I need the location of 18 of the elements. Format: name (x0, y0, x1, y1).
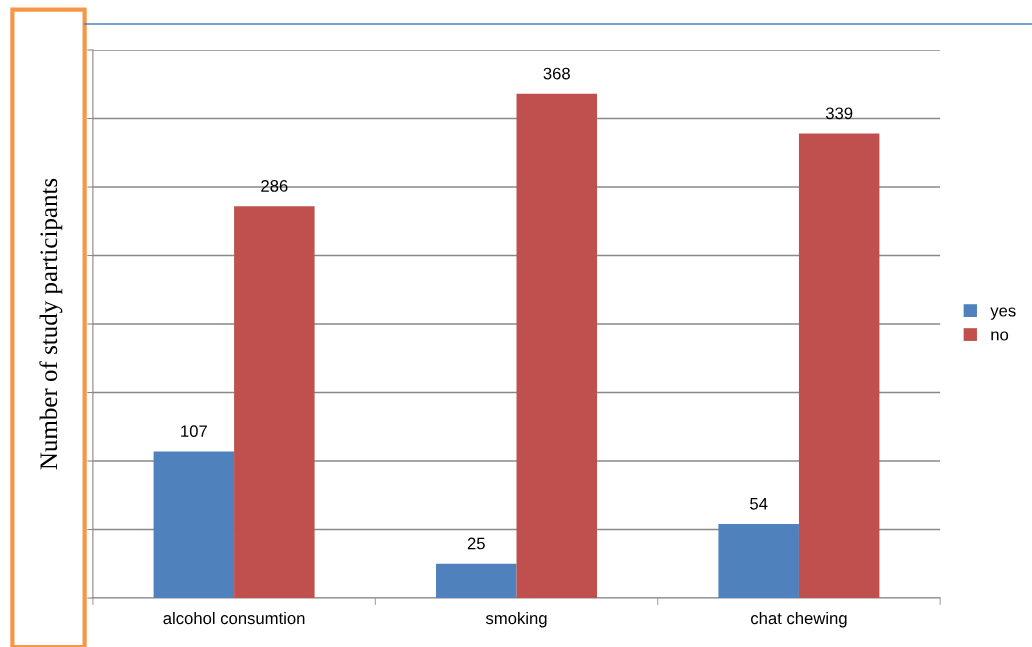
x-tick-label: alcohol consumtion (163, 611, 305, 625)
data-label: 339 (825, 107, 853, 120)
data-label: 107 (181, 425, 207, 438)
bar (436, 563, 517, 599)
y-axis-title: Number of study participants (39, 178, 63, 470)
bar (718, 524, 799, 599)
bar (516, 93, 598, 599)
x-tick-label: chat chewing (751, 611, 847, 628)
data-label: 286 (261, 179, 288, 192)
data-label: 368 (543, 67, 570, 80)
bar (153, 451, 235, 599)
bar (234, 206, 315, 599)
legend-label: no (991, 331, 1009, 341)
x-tick-label: smoking (485, 611, 547, 628)
bar (798, 133, 880, 599)
data-label: 25 (467, 537, 485, 550)
legend-label: yes (990, 307, 1016, 320)
data-label: 54 (750, 498, 768, 510)
